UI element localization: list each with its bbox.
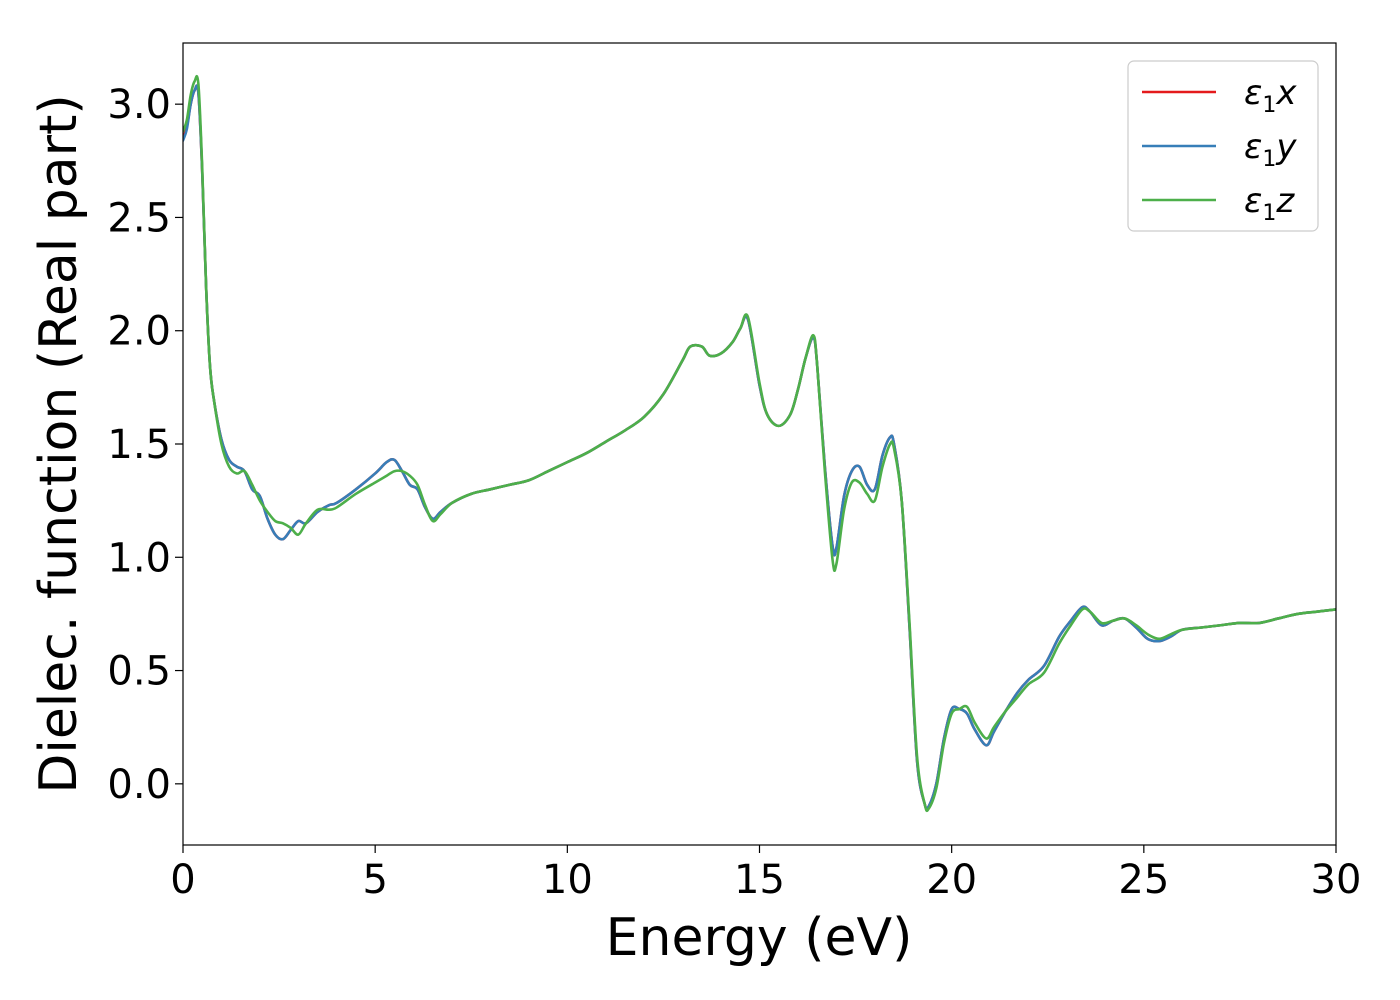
legend: ε1x ε1y ε1z [1127, 60, 1319, 232]
series-layer [183, 74, 1336, 813]
y-tick-label: 1.5 [107, 422, 171, 468]
legend-label: ε1y [1244, 127, 1297, 172]
y-axis: 0.0 0.5 1.0 1.5 2.0 2.5 3.0 [107, 82, 183, 808]
x-tick-label: 5 [362, 857, 387, 903]
legend-box [1127, 60, 1319, 232]
x-tick-label: 0 [170, 857, 195, 903]
x-tick-label: 20 [926, 857, 977, 903]
legend-label: ε1z [1244, 181, 1295, 226]
x-tick-label: 30 [1311, 857, 1362, 903]
y-tick-label: 3.0 [107, 82, 171, 128]
legend-label: ε1x [1244, 73, 1297, 118]
x-tick-label: 15 [734, 857, 785, 903]
x-axis: 0 5 10 15 20 25 30 [170, 845, 1361, 903]
y-tick-label: 1.0 [107, 535, 171, 581]
y-tick-label: 0.0 [107, 762, 171, 808]
y-tick-label: 2.5 [107, 195, 171, 241]
series-line-3 [183, 74, 1336, 813]
y-tick-label: 0.5 [107, 649, 171, 695]
x-tick-label: 10 [542, 857, 593, 903]
x-axis-label: Energy (eV) [606, 908, 913, 968]
y-axis-label: Dielec. function (Real part) [29, 94, 89, 793]
x-tick-label: 25 [1118, 857, 1169, 903]
y-tick-label: 2.0 [107, 309, 171, 355]
